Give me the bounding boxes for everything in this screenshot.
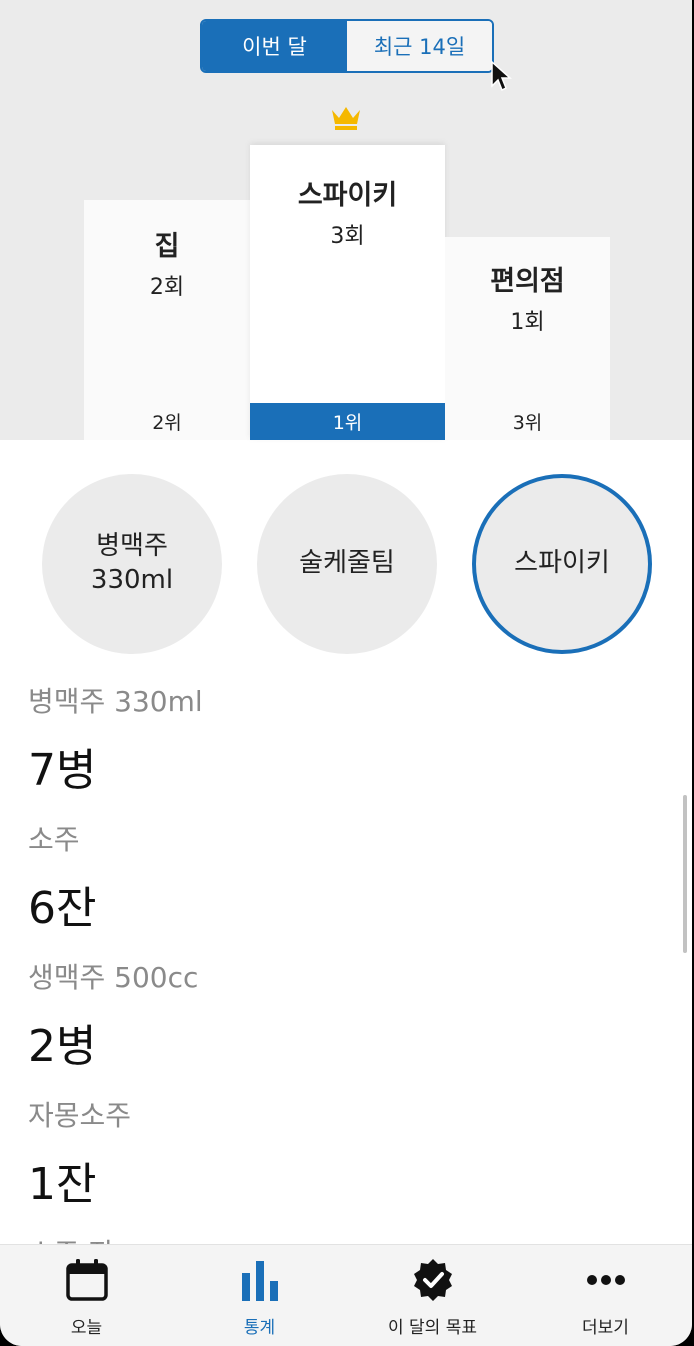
drink-amount: 2병: [28, 1021, 97, 1072]
podium-rank: 1위: [250, 403, 445, 440]
tab-label: 더보기: [582, 1318, 629, 1338]
scrollbar[interactable]: [683, 795, 687, 953]
mouse-cursor-icon: [491, 60, 512, 92]
drink-amount: 1잔: [28, 1159, 97, 1210]
tab-monthly-goal[interactable]: 이 달의 목표: [346, 1245, 519, 1346]
podium-second: 집 2회 2위: [84, 200, 250, 440]
tab-stats[interactable]: 통계: [173, 1245, 346, 1346]
tab-today[interactable]: 오늘: [0, 1245, 173, 1346]
verified-badge-icon: [413, 1259, 452, 1301]
drink-filter-label: 병맥주: [96, 531, 168, 562]
podium-place-name: 편의점: [490, 266, 565, 297]
drink-filter-volume: 330ml: [90, 565, 174, 595]
recent-14-days-tab[interactable]: 최근 14일: [347, 21, 492, 71]
podium-rank: 2위: [152, 412, 182, 434]
podium-section: 이번 달 최근 14일 집 2회 2위 스파이키 3회 1위 편의점 1회 3위: [0, 0, 692, 440]
podium-third: 편의점 1회 3위: [445, 237, 610, 440]
calendar-icon: [65, 1259, 108, 1301]
drink-name: 병맥주 330ml: [28, 685, 203, 718]
bar-chart-icon: [241, 1261, 278, 1301]
podium-place-name: 스파이키: [297, 180, 398, 211]
crown-icon: [332, 107, 360, 130]
drink-name: 소주: [28, 823, 80, 856]
bottom-tab-bar: 오늘 통계 이 달의 목표 더보기: [0, 1244, 692, 1346]
tab-more[interactable]: 더보기: [519, 1245, 692, 1346]
drink-filter-spiky[interactable]: 스파이키: [472, 474, 652, 654]
drink-filter-beer-bottle[interactable]: 병맥주 330ml: [42, 474, 222, 654]
podium-count: 1회: [510, 310, 545, 335]
drink-name: 자몽소주: [28, 1099, 132, 1132]
this-month-tab[interactable]: 이번 달: [202, 21, 347, 71]
period-toggle: 이번 달 최근 14일: [200, 19, 494, 73]
drink-amount: 6잔: [28, 883, 97, 934]
more-dots-icon: [586, 1275, 625, 1285]
podium-place-name: 집: [154, 231, 180, 262]
drink-filter-2[interactable]: 술케줄팀: [257, 474, 437, 654]
podium-count: 2회: [149, 275, 185, 300]
podium-count: 3회: [330, 224, 365, 249]
drink-name: 생맥주 500cc: [28, 961, 199, 994]
drink-filter-label: 술케줄팀: [299, 548, 395, 579]
tab-label: 통계: [243, 1318, 276, 1338]
podium-rank: 3위: [512, 412, 543, 434]
drink-filter-label: 스파이키: [514, 548, 610, 579]
tab-label: 오늘: [70, 1318, 103, 1338]
drink-amount: 7병: [28, 745, 97, 796]
podium-first: 스파이키 3회 1위: [250, 145, 445, 440]
tab-label: 이 달의 목표: [387, 1318, 477, 1338]
consumption-list: 병맥주 330ml 7병 소주 6잔 생맥주 500cc 2병 자몽소주 1잔 …: [28, 680, 628, 1276]
